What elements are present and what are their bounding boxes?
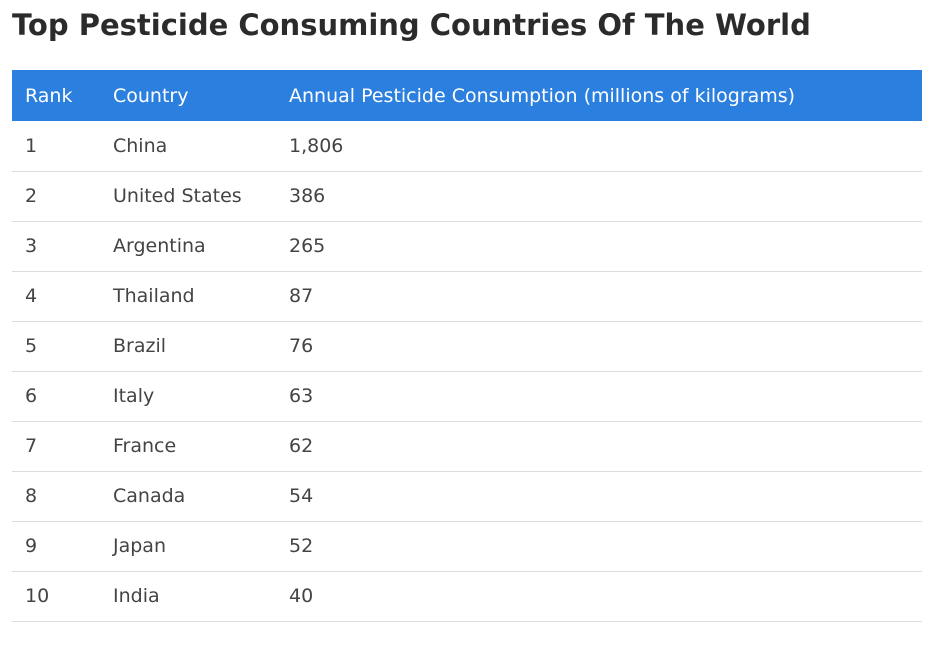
country-cell: France (113, 435, 177, 457)
rank-cell: 3 (25, 235, 38, 257)
consumption-cell: 265 (289, 235, 326, 257)
consumption-cell: 87 (289, 285, 314, 307)
country-cell: United States (113, 185, 242, 207)
country-cell: Argentina (113, 235, 206, 257)
rank-cell: 2 (25, 185, 38, 207)
rank-cell: 9 (25, 535, 38, 557)
country-cell: Brazil (113, 335, 167, 357)
consumption-cell: 52 (289, 535, 314, 557)
country-cell: India (113, 585, 160, 607)
table-header-row: Rank Country Annual Pesticide Consumptio… (12, 70, 922, 121)
table-row: 9 Japan 52 (12, 521, 922, 571)
table-row: 1 China 1,806 (12, 121, 922, 171)
column-header-consumption: Annual Pesticide Consumption (millions o… (289, 84, 796, 107)
rank-cell: 1 (25, 134, 38, 157)
column-header-country: Country (113, 84, 189, 107)
consumption-cell: 1,806 (289, 134, 344, 157)
table-header: Rank Country Annual Pesticide Consumptio… (12, 70, 922, 121)
consumption-cell: 40 (289, 585, 314, 607)
table-row: 2 United States 386 (12, 171, 922, 221)
consumption-cell: 54 (289, 485, 314, 507)
consumption-cell: 63 (289, 385, 314, 407)
table-row: 3 Argentina 265 (12, 221, 922, 271)
country-cell: Canada (113, 485, 186, 507)
column-header-rank: Rank (25, 84, 73, 107)
table-row: 10 India 40 (12, 571, 922, 621)
pesticide-table: Rank Country Annual Pesticide Consumptio… (12, 70, 922, 622)
page-title: Top Pesticide Consuming Countries Of The… (12, 8, 811, 42)
rank-cell: 8 (25, 485, 38, 507)
country-cell: Italy (113, 385, 155, 407)
consumption-cell: 62 (289, 435, 314, 457)
table-row: 4 Thailand 87 (12, 271, 922, 321)
table-row: 6 Italy 63 (12, 371, 922, 421)
data-table-container: Rank Country Annual Pesticide Consumptio… (12, 70, 922, 622)
consumption-cell: 76 (289, 335, 314, 357)
table-body: 1 China 1,806 2 United States 386 3 Arge… (12, 121, 922, 621)
country-cell: China (113, 134, 168, 157)
rank-cell: 4 (25, 285, 38, 307)
rank-cell: 6 (25, 385, 38, 407)
rank-cell: 7 (25, 435, 38, 457)
consumption-cell: 386 (289, 185, 326, 207)
country-cell: Thailand (113, 285, 195, 307)
rank-cell: 10 (25, 585, 50, 607)
country-cell: Japan (113, 535, 166, 557)
table-row: 8 Canada 54 (12, 471, 922, 521)
rank-cell: 5 (25, 335, 38, 357)
table-row: 7 France 62 (12, 421, 922, 471)
table-row: 5 Brazil 76 (12, 321, 922, 371)
